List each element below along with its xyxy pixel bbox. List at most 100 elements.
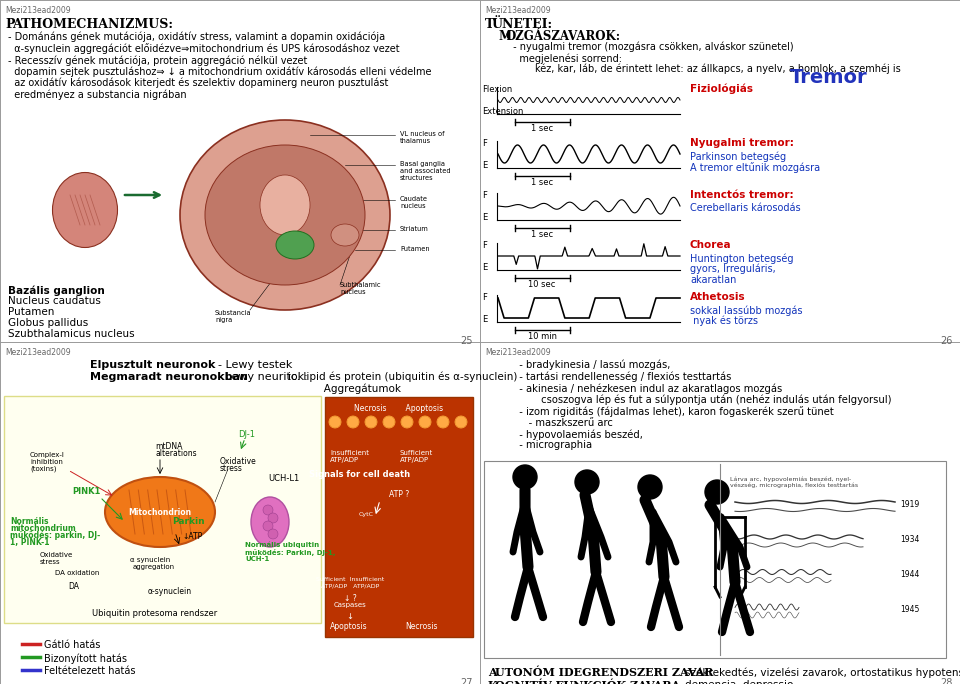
Circle shape — [455, 416, 467, 428]
Text: Intenctós tremor:: Intenctós tremor: — [690, 190, 794, 200]
Ellipse shape — [53, 172, 117, 248]
Text: 1934: 1934 — [900, 535, 920, 544]
Text: Sufficient  Insufficient: Sufficient Insufficient — [316, 577, 384, 582]
Circle shape — [513, 465, 537, 489]
Text: Feltételezett hatás: Feltételezett hatás — [44, 666, 135, 676]
FancyBboxPatch shape — [325, 397, 473, 637]
Text: Extension: Extension — [482, 107, 523, 116]
Text: Insufficient: Insufficient — [330, 450, 369, 456]
Text: Necrosis        Apoptosis: Necrosis Apoptosis — [354, 404, 444, 413]
Text: - Lewy testek: - Lewy testek — [218, 360, 293, 370]
Text: Mezi213ead2009: Mezi213ead2009 — [5, 348, 71, 357]
Text: 1 sec: 1 sec — [531, 124, 553, 133]
Text: OGNITÍV FUNKCIÓK ZAVARA: OGNITÍV FUNKCIÓK ZAVARA — [495, 680, 680, 684]
Circle shape — [437, 416, 449, 428]
Text: ATHOMECHANIZMUS:: ATHOMECHANIZMUS: — [12, 18, 173, 31]
Text: stress: stress — [40, 559, 60, 565]
Ellipse shape — [180, 120, 390, 310]
Text: Athetosis: Athetosis — [690, 292, 746, 302]
Text: UTONÓM IDEGRENDSZERI ZAVAR: UTONÓM IDEGRENDSZERI ZAVAR — [495, 667, 713, 678]
Text: Subthalamic
nucleus: Subthalamic nucleus — [340, 282, 381, 295]
Text: Putamen: Putamen — [400, 246, 430, 252]
Text: 10 min: 10 min — [527, 332, 557, 341]
Text: Mitochondrion: Mitochondrion — [129, 508, 192, 517]
Text: E: E — [482, 315, 488, 324]
Text: Normális ubiquitin: Normális ubiquitin — [245, 542, 319, 549]
Text: Oxidative: Oxidative — [220, 457, 256, 466]
Text: 25: 25 — [461, 336, 473, 346]
Text: gyors, Irreguláris,: gyors, Irreguláris, — [690, 264, 776, 274]
Text: Cerebellaris károsodás: Cerebellaris károsodás — [690, 203, 801, 213]
Text: dopamin sejtek pusztuláshoz⇒ ↓ a mitochondrium oxidátív károsodás elleni védelme: dopamin sejtek pusztuláshoz⇒ ↓ a mitocho… — [8, 66, 431, 77]
Text: DJ-1: DJ-1 — [238, 430, 255, 439]
Text: DA oxidation: DA oxidation — [55, 570, 100, 576]
Text: α-synuclein aggregációt előidézve⇒mitochondrium és UPS károsodáshoz vezet: α-synuclein aggregációt előidézve⇒mitoch… — [8, 44, 399, 55]
Circle shape — [419, 416, 431, 428]
Text: OZGÁSZAVAROK:: OZGÁSZAVAROK: — [506, 30, 621, 43]
Text: 27: 27 — [461, 678, 473, 684]
Text: Normális: Normális — [10, 517, 49, 526]
Text: Putamen: Putamen — [8, 307, 55, 317]
Text: F: F — [482, 191, 487, 200]
Circle shape — [383, 416, 395, 428]
Text: Flexion: Flexion — [482, 85, 513, 94]
Text: P: P — [5, 18, 14, 31]
Text: DA: DA — [68, 582, 79, 591]
Text: eredményez a substancia nigrában: eredményez a substancia nigrában — [8, 90, 186, 100]
Text: Complex-I: Complex-I — [30, 452, 65, 458]
Text: Sufficient: Sufficient — [400, 450, 433, 456]
Text: - Recesszív gének mutációja, protein aggregáció nélkül vezet: - Recesszív gének mutációja, protein agg… — [8, 55, 307, 66]
Text: Szubthalamicus nucleus: Szubthalamicus nucleus — [8, 329, 134, 339]
Text: 28: 28 — [941, 678, 953, 684]
Ellipse shape — [276, 231, 314, 259]
Ellipse shape — [205, 145, 365, 285]
Text: Signals for cell death: Signals for cell death — [309, 470, 411, 479]
Text: működés: Parkin, DJ-1,: működés: Parkin, DJ-1, — [245, 549, 335, 556]
Text: Bizonyított hatás: Bizonyított hatás — [44, 653, 127, 663]
Text: Oxidative: Oxidative — [40, 552, 73, 558]
Text: PINK1: PINK1 — [72, 487, 101, 496]
Text: Caspases: Caspases — [334, 602, 367, 608]
Text: Mezi213ead2009: Mezi213ead2009 — [5, 6, 71, 15]
FancyBboxPatch shape — [4, 396, 321, 623]
Text: sokkal lassúbb mozgás: sokkal lassúbb mozgás — [690, 305, 803, 315]
Text: stress: stress — [220, 464, 243, 473]
Text: demencia, depressio: demencia, depressio — [685, 680, 793, 684]
Text: - Lewy neuritok:: - Lewy neuritok: — [218, 372, 308, 382]
Text: Fiziológiás: Fiziológiás — [690, 84, 753, 94]
Text: E: E — [482, 213, 488, 222]
Circle shape — [268, 513, 278, 523]
Text: Parkinson betegség: Parkinson betegség — [690, 151, 786, 161]
Text: Chorea: Chorea — [690, 240, 732, 250]
Text: Megmaradt neuronokban: Megmaradt neuronokban — [90, 372, 248, 382]
Text: Substancia
nigra: Substancia nigra — [215, 310, 252, 323]
Text: Mezi213ead2009: Mezi213ead2009 — [485, 6, 551, 15]
Circle shape — [575, 470, 599, 494]
Text: inhibition: inhibition — [30, 459, 62, 465]
Text: - hypovolaemiás beszéd,: - hypovolaemiás beszéd, — [488, 429, 643, 440]
Text: vészség, micrographia, flexiós testtartás: vészség, micrographia, flexiós testtartá… — [730, 483, 858, 488]
Text: Lárva arc, hypovolemiás beszéd, nyel-: Lárva arc, hypovolemiás beszéd, nyel- — [730, 477, 852, 482]
Text: csoszogva lép és fut a súlypontja után (nehéz indulás után felgyorsul): csoszogva lép és fut a súlypontja után (… — [488, 395, 892, 405]
Text: UCH-L1: UCH-L1 — [268, 474, 300, 483]
Ellipse shape — [105, 477, 215, 547]
Text: (toxins): (toxins) — [30, 466, 57, 473]
Text: 1, PINK-1: 1, PINK-1 — [10, 538, 50, 547]
Ellipse shape — [260, 175, 310, 235]
Text: α synuclein: α synuclein — [130, 557, 170, 563]
Text: - tartási rendellenesség / flexiós testtartás: - tartási rendellenesség / flexiós testt… — [488, 371, 732, 382]
Text: Caudate
nucleus: Caudate nucleus — [400, 196, 428, 209]
Text: Ubiquitin protesoma rendszer: Ubiquitin protesoma rendszer — [92, 609, 218, 618]
Circle shape — [347, 416, 359, 428]
Text: F: F — [482, 138, 487, 148]
Circle shape — [329, 416, 341, 428]
Text: - maszkszerű arc: - maszkszerű arc — [488, 417, 612, 428]
Text: Globus pallidus: Globus pallidus — [8, 318, 88, 328]
FancyBboxPatch shape — [484, 461, 946, 658]
Text: 26: 26 — [941, 336, 953, 346]
Text: ↓ATP: ↓ATP — [182, 532, 203, 541]
Text: akaratlan: akaratlan — [690, 275, 736, 285]
Text: Nucleus caudatus: Nucleus caudatus — [8, 296, 101, 306]
Text: Necrosis: Necrosis — [405, 622, 438, 631]
Text: Huntington betegség: Huntington betegség — [690, 253, 794, 263]
